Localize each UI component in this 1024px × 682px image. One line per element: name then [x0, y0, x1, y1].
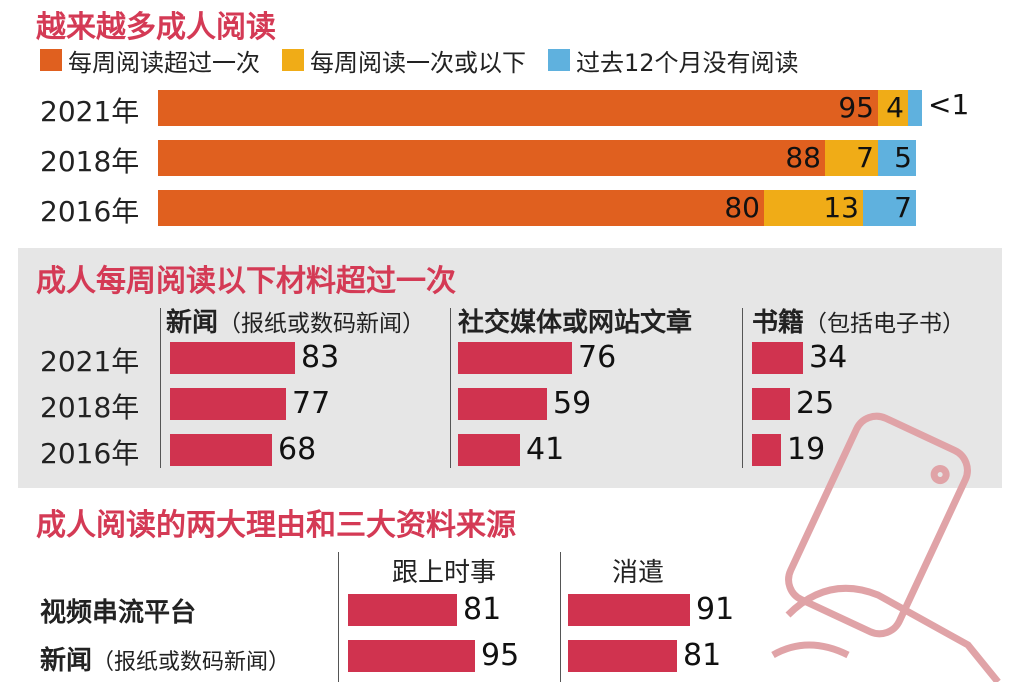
group-note: （包括电子书）	[804, 311, 966, 337]
legend: 每周阅读超过一次 每周阅读一次或以下 过去12个月没有阅读	[40, 43, 821, 78]
data-label: 76	[578, 340, 617, 375]
bar-segment: 7	[863, 190, 916, 226]
data-label: 34	[809, 340, 848, 375]
data-label: 25	[796, 386, 835, 421]
stacked-bar: 88 7 5	[158, 140, 916, 176]
legend-label: 每周阅读超过一次	[68, 48, 260, 77]
bar	[458, 434, 520, 466]
data-label: 80	[724, 191, 760, 224]
data-label: 7	[856, 141, 874, 174]
column-divider	[338, 552, 339, 682]
group-name: 新闻	[166, 308, 219, 338]
column-header-leisure: 消遣	[612, 558, 665, 588]
group-header-books: 书籍（包括电子书）	[752, 302, 965, 339]
chart-title-3: 成人阅读的两大理由和三大资料来源	[36, 508, 516, 543]
group-divider	[450, 308, 451, 468]
data-label: 91	[696, 592, 735, 627]
data-label: 81	[683, 638, 722, 673]
data-label: 5	[894, 141, 912, 174]
tablet-illustration-icon	[771, 412, 1001, 682]
data-label: <1	[928, 88, 970, 121]
stacked-bar: 95 4	[158, 90, 922, 126]
bar	[752, 434, 781, 466]
bar	[568, 594, 690, 626]
group-header-news: 新闻（报纸或数码新闻）	[166, 302, 425, 339]
data-label: 95	[838, 91, 874, 124]
bar-segment: 95	[158, 90, 878, 126]
row-label-note: （报纸或数码新闻）	[92, 650, 291, 675]
bar-segment: 88	[158, 140, 825, 176]
data-label: 7	[894, 191, 912, 224]
group-note: （报纸或数码新闻）	[218, 311, 426, 337]
bar-segment: 7	[825, 140, 878, 176]
legend-swatch	[40, 49, 62, 71]
bar-segment: 80	[158, 190, 764, 226]
bar	[568, 640, 677, 672]
stacked-bar: 80 13 7	[158, 190, 916, 226]
bar	[348, 594, 457, 626]
group-divider	[742, 308, 743, 468]
category-label: 2018年	[40, 145, 140, 178]
group-name: 书籍	[752, 308, 805, 338]
row-label-text: 新闻	[40, 646, 93, 676]
axis-line	[160, 308, 161, 468]
data-label: 88	[785, 141, 821, 174]
row-label-news: 新闻（报纸或数码新闻）	[40, 640, 290, 677]
bar-segment: 5	[878, 140, 916, 176]
data-label: 83	[301, 340, 340, 375]
data-label: 4	[886, 91, 904, 124]
legend-swatch	[548, 49, 570, 71]
bar-segment	[908, 90, 922, 126]
legend-swatch	[282, 49, 304, 71]
data-label: 81	[463, 592, 502, 627]
bar	[458, 342, 572, 374]
data-label: 95	[481, 638, 520, 673]
legend-item-weekly-more: 每周阅读超过一次	[40, 43, 260, 78]
legend-item-weekly-less: 每周阅读一次或以下	[282, 43, 526, 78]
bar	[170, 342, 295, 374]
bar	[752, 388, 790, 420]
data-label: 59	[553, 386, 592, 421]
chart-title-2: 成人每周阅读以下材料超过一次	[36, 264, 456, 299]
group-name: 社交媒体或网站文章	[458, 308, 693, 338]
bar	[170, 388, 286, 420]
chart-title-1: 越来越多成人阅读	[36, 10, 276, 45]
category-label: 2021年	[40, 95, 140, 128]
bar-segment: 4	[878, 90, 908, 126]
column-divider	[560, 552, 561, 682]
bar	[348, 640, 475, 672]
column-header-current-affairs: 跟上时事	[392, 558, 497, 588]
category-label: 2018年	[40, 391, 140, 424]
group-header-social: 社交媒体或网站文章	[458, 302, 692, 339]
data-label: 68	[278, 432, 317, 467]
legend-label: 过去12个月没有阅读	[576, 48, 799, 77]
row-label-text: 视频串流平台	[40, 598, 197, 628]
category-label: 2021年	[40, 345, 140, 378]
bar-segment: 13	[764, 190, 863, 226]
data-label: 19	[787, 432, 826, 467]
bar	[752, 342, 803, 374]
data-label: 13	[823, 191, 859, 224]
legend-item-no-reading: 过去12个月没有阅读	[548, 43, 799, 78]
bar	[170, 434, 272, 466]
category-label: 2016年	[40, 437, 140, 470]
legend-label: 每周阅读一次或以下	[310, 48, 526, 77]
category-label: 2016年	[40, 195, 140, 228]
data-label: 41	[526, 432, 565, 467]
row-label-streaming: 视频串流平台	[40, 592, 196, 629]
bar	[458, 388, 547, 420]
data-label: 77	[292, 386, 331, 421]
